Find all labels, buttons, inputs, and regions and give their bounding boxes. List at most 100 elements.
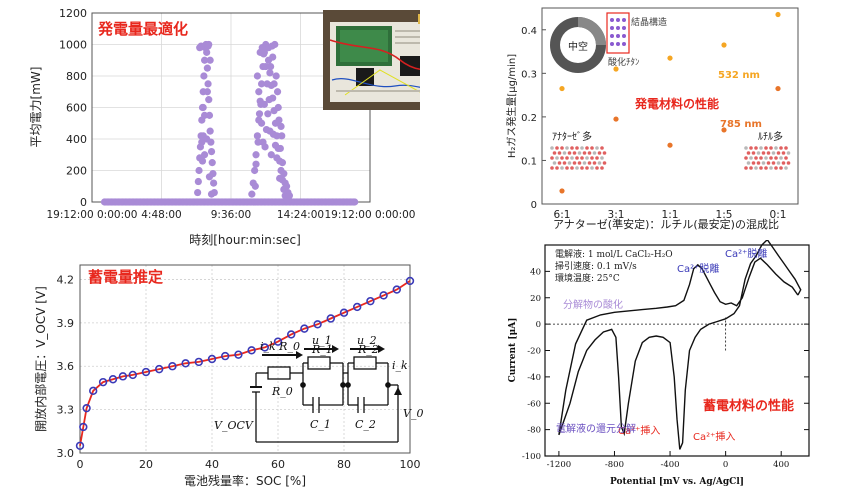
lattice-atom (751, 161, 756, 165)
circuit-ikr0: i_k R_0 (260, 340, 300, 353)
c3-x-tick: 80 (337, 458, 351, 471)
c3-x-tick: 40 (205, 458, 219, 471)
c4-release2-label: Ca²⁺脱離 (725, 247, 767, 260)
c4-title: 蓄電材料の性能 (703, 398, 794, 414)
lattice-atom (759, 156, 763, 160)
c1-point (203, 88, 211, 96)
c3-title: 蓄電量推定 (88, 268, 163, 286)
lattice-atom (597, 161, 602, 165)
lattice-atom (774, 166, 778, 170)
lattice-atom (744, 156, 748, 160)
lattice-atom (570, 166, 574, 170)
c4-x-tick: -1200 (547, 460, 572, 470)
lattice-atom (779, 156, 783, 160)
c1-point (275, 116, 283, 124)
lattice-atom (580, 146, 584, 150)
c1-point (203, 135, 211, 143)
c1-point (267, 62, 275, 71)
c1-point (269, 130, 277, 138)
c2-point (613, 66, 619, 72)
c1-point (194, 188, 202, 197)
lattice-atom (555, 166, 559, 170)
lattice-atom (744, 146, 748, 150)
lattice-atom (781, 161, 786, 165)
c1-point (203, 48, 211, 56)
c4-cv-curve (558, 240, 802, 450)
c1-y-tick: 200 (66, 165, 87, 178)
lattice-atom (746, 151, 751, 155)
lattice-atom (587, 161, 592, 165)
c1-x-tick: 4:48:00 (141, 209, 181, 221)
c3-marker (181, 359, 190, 368)
c2-x-tick: 1:1 (662, 209, 679, 221)
c1-point (263, 80, 271, 88)
c3-marker (339, 308, 349, 317)
c2-x-tick-labels: 6:1 3:1 1:1 1:5 0:1 (554, 209, 787, 221)
lattice-atom (749, 146, 753, 150)
c4-reduction-label: 電解液の還元分解 (556, 422, 636, 435)
lattice-atom (575, 166, 579, 170)
c1-point (205, 96, 213, 104)
c1-point (255, 110, 264, 118)
lattice-atom (749, 156, 753, 160)
lattice-atom (580, 166, 584, 170)
c3-marker (168, 362, 177, 371)
lattice-atom (555, 146, 559, 150)
c2-hollow-label: 中空 (568, 40, 588, 53)
c1-point (200, 151, 209, 159)
rutile-lattice-illustration: ﾙﾁﾙ多 (744, 130, 791, 170)
c2-points (559, 11, 781, 194)
c1-y-tick: 0 (80, 196, 87, 209)
c3-x-axis-label: 電池残量率：SOC [%] (184, 473, 306, 488)
c1-point (253, 132, 262, 140)
c1-point (206, 56, 214, 64)
lattice-atom (764, 156, 768, 160)
lattice-atom (754, 156, 758, 160)
c3-marker (326, 314, 335, 323)
c1-point (254, 138, 262, 146)
lattice-atom (585, 156, 589, 160)
c4-y-tick: 20 (530, 294, 541, 304)
c4-y-tick-labels: -100 -80 -60 -40 -20 0 20 40 (522, 267, 809, 462)
c3-marker (155, 364, 164, 374)
c2-anatase-label: ｱﾅﾀｰｾﾞ多 (552, 130, 592, 143)
c3-plot-frame (79, 264, 411, 454)
lattice-atom (550, 156, 554, 160)
c4-condition-2: 環境温度: 25°C (555, 272, 620, 284)
c2-x-axis-label: アナターゼ(準安定)：ルチル(最安定)の混成比 (553, 217, 779, 231)
c1-point (280, 170, 288, 178)
c3-x-tick: 20 (139, 458, 153, 471)
c1-point (277, 122, 285, 130)
lattice-atom (550, 166, 554, 170)
c3-markers (75, 276, 415, 450)
c2-point (775, 85, 781, 92)
lattice-atom (744, 166, 748, 170)
lattice-atom (572, 151, 577, 155)
lattice-atom (582, 151, 587, 155)
c2-point (667, 55, 673, 61)
lattice-atom (600, 146, 604, 150)
c3-x-tick: 0 (77, 458, 84, 471)
lattice-atom (771, 161, 776, 165)
c1-point (276, 144, 284, 153)
c3-marker (234, 350, 243, 359)
circuit-labels: i_k R_0 u_1 u_2 i_k R_0 R_1 R_2 C_1 C_2 … (214, 334, 423, 432)
circuit-u1: u_1 (312, 334, 332, 347)
lattice-atom (761, 151, 766, 155)
c1-point (276, 174, 284, 182)
lattice-atom (602, 161, 607, 165)
lattice-atom (590, 166, 594, 170)
hollow-sphere-illustration: 中空 結晶構造 酸化ﾁﾀﾝ (550, 12, 667, 73)
lattice-atom (784, 156, 788, 160)
lattice-atom (600, 156, 604, 160)
c3-y-tick: 4.2 (57, 273, 75, 286)
c1-point (257, 100, 265, 108)
c3-marker (353, 302, 362, 312)
c1-point (205, 40, 213, 49)
c1-y-tick: 800 (66, 70, 87, 83)
c1-point (205, 173, 214, 181)
c1-point (210, 179, 218, 187)
c3-marker (405, 276, 415, 286)
